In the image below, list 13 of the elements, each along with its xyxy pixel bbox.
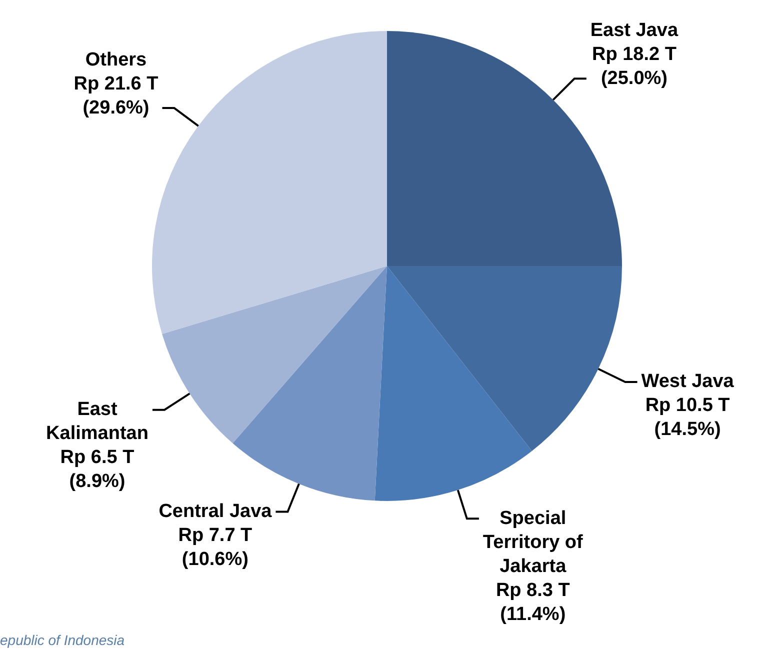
slice-label: East Java — [590, 20, 678, 41]
data-label: Rp 8.3 T (11.4%) — [496, 580, 570, 625]
slice-label: Special Territory of Jakarta — [482, 508, 584, 577]
data-label: Rp 7.7 T (10.6%) — [178, 524, 253, 570]
slice-label: West Java — [641, 371, 734, 392]
text: epublic of Indonesia — [0, 632, 125, 648]
slice-label: East Kalimantan — [46, 399, 148, 444]
data-label: Rp 10.5 T (14.5%) — [645, 395, 730, 440]
data-label: Rp 21.6 T (29.6%) — [74, 73, 159, 118]
data-label: Rp 6.5 T (8.9%) — [60, 447, 135, 492]
slice-label: Central Java — [158, 500, 272, 522]
data-label: Rp 18.2 T (25.0%) — [592, 44, 677, 89]
slice-label: Others — [85, 49, 147, 70]
